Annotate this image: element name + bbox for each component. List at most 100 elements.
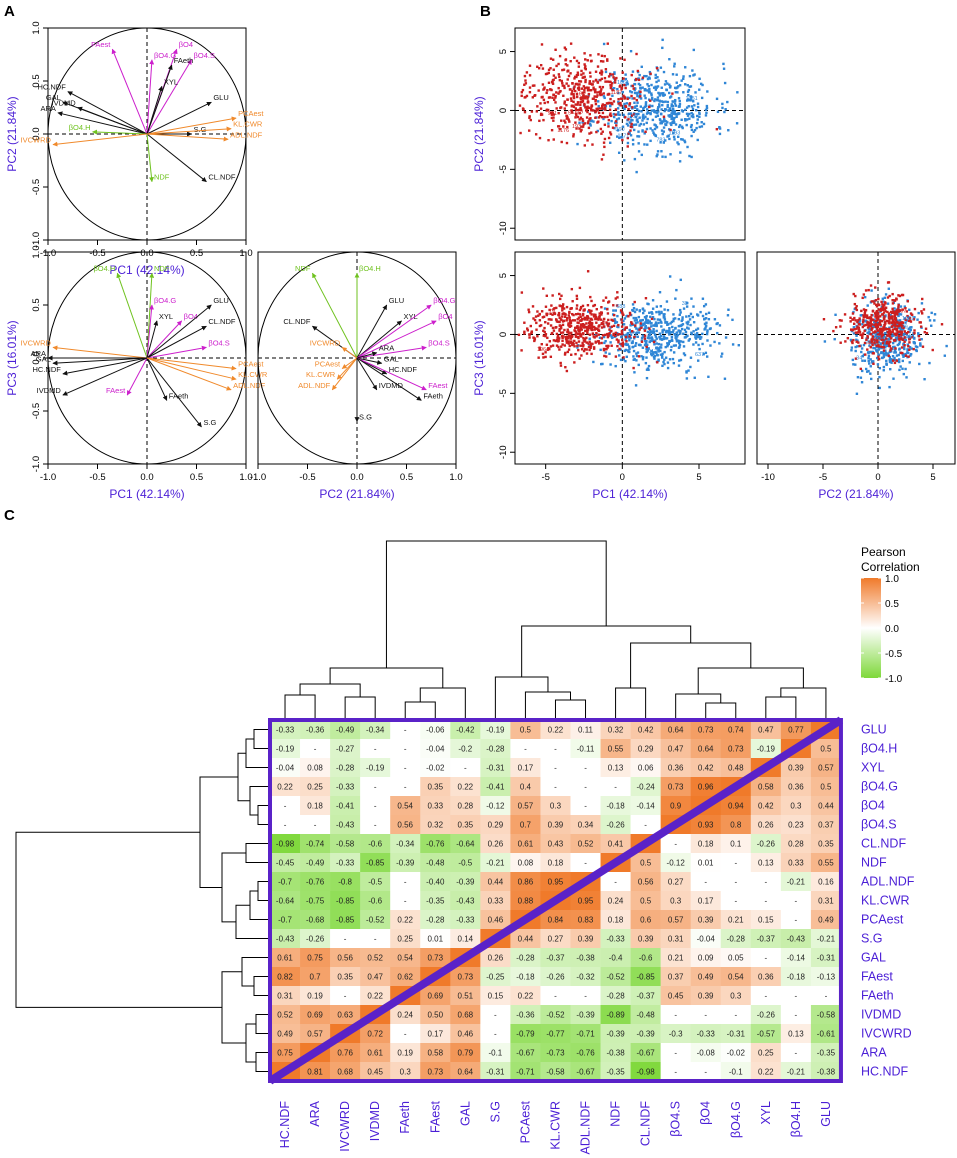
score-point-blue bbox=[602, 117, 605, 121]
score-point-red bbox=[877, 323, 880, 326]
score-point-red bbox=[580, 348, 584, 351]
score-point-blue bbox=[851, 358, 855, 362]
cell-value: -0.28 bbox=[727, 935, 746, 944]
cell-value: -0.34 bbox=[366, 726, 385, 735]
score-point-red bbox=[586, 330, 589, 333]
score-point-red bbox=[863, 341, 867, 345]
loading-label: βO4 bbox=[179, 40, 193, 49]
score-point-red bbox=[920, 310, 923, 313]
score-point-red bbox=[602, 141, 606, 144]
score-point-red bbox=[844, 340, 847, 343]
score-point-red bbox=[871, 343, 874, 347]
score-point-red bbox=[899, 309, 902, 312]
score-point-red bbox=[565, 341, 569, 344]
score-point-red bbox=[588, 132, 591, 135]
score-point-blue bbox=[690, 123, 693, 127]
cell-value: -0.85 bbox=[336, 897, 355, 906]
score-point-red bbox=[578, 80, 581, 83]
score-point-red bbox=[582, 94, 585, 97]
score-point-red bbox=[565, 141, 569, 145]
heatmap-cell bbox=[510, 758, 541, 778]
cell-value: 0.5 bbox=[520, 726, 532, 735]
cell-value: -0.32 bbox=[576, 973, 595, 982]
score-point-blue bbox=[675, 288, 678, 292]
heatmap-cell bbox=[750, 986, 782, 1006]
score-point-red bbox=[565, 103, 568, 107]
score-point-red bbox=[570, 341, 573, 345]
score-point-red bbox=[558, 316, 561, 320]
score-point-blue bbox=[631, 341, 634, 345]
score-point-blue bbox=[731, 343, 735, 346]
score-point-blue bbox=[650, 330, 654, 334]
score-point-blue bbox=[640, 355, 643, 358]
score-point-red bbox=[594, 102, 598, 106]
score-point-red bbox=[538, 324, 542, 328]
score-point-red bbox=[627, 315, 630, 318]
score-point-red bbox=[669, 128, 672, 132]
score-point-red bbox=[876, 318, 880, 321]
heatmap-cell bbox=[540, 910, 571, 930]
heatmap-cell bbox=[660, 758, 691, 778]
heatmap-cell bbox=[390, 948, 421, 968]
loading-label: ADL.NDF bbox=[230, 130, 263, 139]
score-point-blue bbox=[628, 90, 632, 93]
score-point-red bbox=[567, 118, 570, 121]
score-point-blue bbox=[875, 334, 878, 338]
score-point-red bbox=[550, 332, 553, 335]
heatmap-cell bbox=[690, 720, 722, 740]
score-point-red bbox=[573, 89, 577, 93]
score-point-blue bbox=[609, 104, 612, 108]
score-point-red bbox=[523, 332, 526, 335]
loading-label: NDF bbox=[154, 173, 170, 182]
score-point-blue bbox=[903, 332, 907, 335]
score-point-red bbox=[563, 353, 567, 356]
score-point-blue bbox=[689, 312, 693, 316]
score-point-red bbox=[532, 317, 535, 320]
loading-label: PCAest bbox=[315, 360, 341, 369]
score-point-red bbox=[565, 114, 568, 118]
score-point-blue bbox=[660, 100, 664, 103]
score-point-red bbox=[600, 311, 604, 314]
score-point-blue bbox=[903, 317, 906, 320]
score-point-blue bbox=[691, 113, 695, 116]
cell-value: 0.36 bbox=[668, 764, 684, 773]
cell-value: -0.06 bbox=[426, 726, 445, 735]
score-point-blue bbox=[908, 327, 911, 331]
score-point-blue bbox=[650, 352, 653, 356]
score-point-red bbox=[862, 308, 866, 311]
score-point-red bbox=[634, 78, 638, 81]
score-point-blue bbox=[723, 81, 727, 85]
cell-value: -0.48 bbox=[637, 1011, 656, 1020]
score-point-blue bbox=[671, 331, 674, 334]
score-point-red bbox=[630, 125, 633, 129]
heatmap-cell bbox=[750, 910, 782, 930]
score-point-red bbox=[869, 345, 872, 349]
cell-value: 0.11 bbox=[578, 726, 594, 735]
heatmap-cell bbox=[270, 1005, 301, 1025]
score-point-red bbox=[577, 88, 581, 91]
score-point-blue bbox=[670, 112, 673, 115]
score-point-red bbox=[596, 65, 600, 68]
heatmap-cell bbox=[720, 948, 752, 968]
loading-label: KL.CWR bbox=[238, 370, 268, 379]
cell-value: - bbox=[374, 802, 377, 811]
score-point-red bbox=[600, 337, 604, 340]
heatmap-cell bbox=[630, 777, 661, 797]
loading-arrow bbox=[146, 345, 207, 359]
score-point-red bbox=[518, 104, 522, 107]
score-point-red bbox=[890, 347, 893, 350]
heatmap-cell bbox=[300, 967, 331, 987]
score-point-red bbox=[583, 323, 586, 327]
loading-arrow bbox=[146, 64, 173, 135]
cell-value: 0.44 bbox=[488, 878, 504, 887]
score-point-red bbox=[592, 304, 595, 308]
score-point-blue bbox=[908, 330, 911, 334]
score-point-blue bbox=[715, 97, 719, 101]
loading-label: βO4.S bbox=[208, 338, 229, 347]
y-tick-label: 5 bbox=[498, 49, 509, 54]
heatmap-cell bbox=[540, 986, 571, 1006]
score-point-red bbox=[538, 136, 542, 140]
score-point-blue bbox=[614, 121, 617, 124]
score-point-red bbox=[615, 304, 619, 307]
cell-value: 0.56 bbox=[638, 878, 654, 887]
